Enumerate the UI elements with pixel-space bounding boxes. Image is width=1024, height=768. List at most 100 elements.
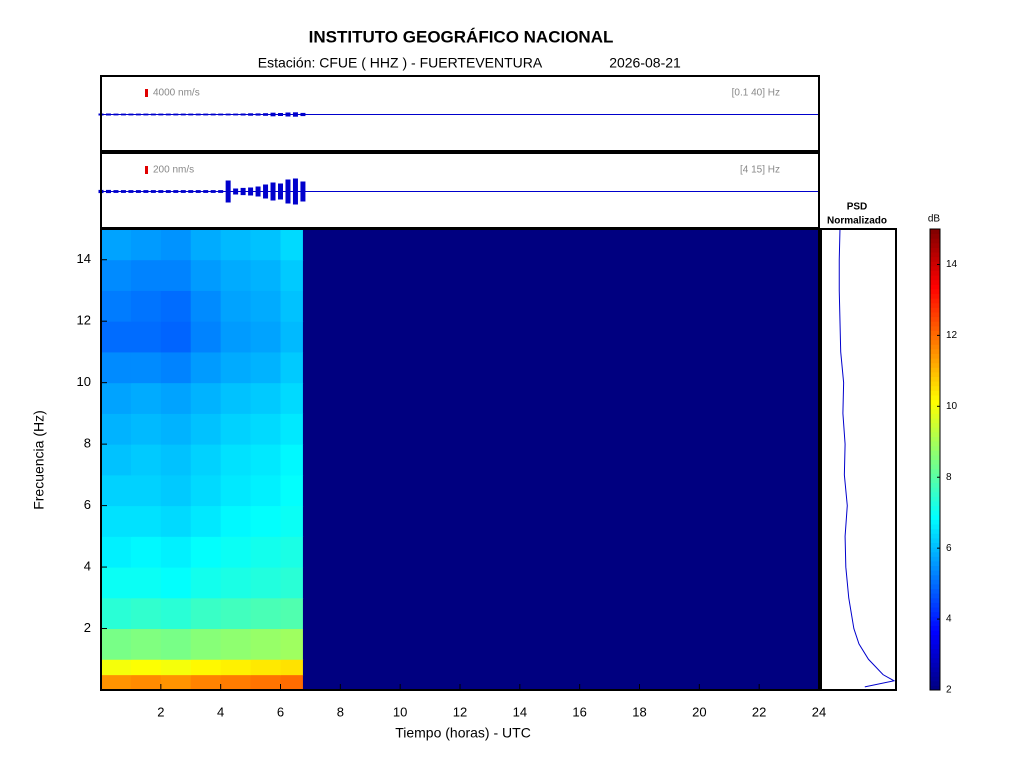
colorbar-step (930, 298, 940, 304)
colorbar-step (930, 413, 940, 419)
spectrogram-cell (160, 321, 192, 353)
x-tick-label: 18 (632, 704, 646, 719)
spectrogram-cell (190, 674, 222, 691)
spectrogram-cell (190, 321, 222, 353)
colorbar-step (930, 422, 940, 428)
psd-line (838, 228, 896, 688)
colorbar-step (930, 496, 940, 502)
colorbar-step (930, 431, 940, 437)
spectrogram-cell (220, 290, 252, 322)
spectrogram-cell (250, 474, 281, 507)
colorbar-step (930, 570, 940, 576)
spectrogram-cell (190, 229, 222, 261)
spectrogram-cell (190, 505, 222, 537)
colorbar-step (930, 547, 940, 553)
spectrogram-cell (250, 229, 281, 261)
band-label: [0.1 40] Hz (732, 88, 780, 99)
scale-bar (145, 166, 148, 174)
x-tick-label: 12 (453, 704, 467, 719)
psd-title: PSD (847, 202, 868, 213)
colorbar-step (930, 588, 940, 594)
y-tick-label: 4 (84, 559, 91, 574)
spectrogram-cell (160, 229, 192, 261)
colorbar-step (930, 339, 940, 345)
spectrogram-cell (250, 351, 281, 384)
colorbar-step (930, 574, 940, 580)
spectrogram-cell (280, 597, 304, 630)
colorbar-step (930, 454, 940, 460)
colorbar-step (930, 381, 940, 387)
spectrogram-cell (302, 536, 820, 568)
colorbar-step (930, 537, 940, 543)
colorbar-step (930, 459, 940, 465)
spectrogram-cell (280, 321, 304, 353)
colorbar-step (930, 482, 940, 488)
spectrogram-cell (130, 536, 162, 568)
colorbar-step (930, 279, 940, 285)
spectrogram-cell (101, 505, 132, 537)
spectrogram-cell (190, 536, 222, 568)
colorbar-step (930, 666, 940, 673)
spectrogram-cell (101, 259, 132, 291)
colorbar-step (930, 671, 940, 677)
spectrogram-cell (250, 567, 281, 599)
colorbar-step (930, 560, 940, 567)
spectrogram-cell (130, 229, 162, 261)
spectrogram-cell (101, 229, 132, 261)
spectrogram-cell (130, 444, 162, 476)
colorbar-step (930, 653, 940, 659)
spectrogram-cell (280, 413, 304, 445)
spectrogram-cell (250, 536, 281, 568)
x-tick-label: 8 (337, 704, 344, 719)
psd-frame (820, 228, 897, 691)
colorbar-step (930, 477, 940, 484)
spectrogram-cell (280, 229, 304, 261)
spectrogram-cell (160, 351, 192, 384)
colorbar-step (930, 634, 940, 640)
spectrogram-cell (302, 474, 820, 507)
colorbar-step (930, 358, 940, 364)
colorbar-step (930, 611, 940, 617)
spectrogram-cell (220, 321, 252, 353)
spectrogram-cell (160, 413, 192, 445)
spectrogram-cell (280, 674, 304, 691)
spectrogram-cell (101, 628, 132, 660)
colorbar-step (930, 468, 940, 474)
y-tick-label: 14 (77, 251, 91, 266)
colorbar-step (930, 321, 940, 327)
x-axis-label: Tiempo (horas) - UTC (395, 725, 531, 741)
spectrogram-cell (220, 474, 252, 507)
spectrogram-cell (280, 351, 304, 384)
colorbar-step (930, 648, 940, 654)
spectrogram-cell (101, 474, 132, 507)
date: 2026-08-21 (609, 55, 681, 71)
chart-title: INSTITUTO GEOGRÁFICO NACIONAL (309, 27, 614, 46)
spectrogram-cell (250, 674, 281, 691)
spectrogram-cell (160, 674, 192, 691)
colorbar-label: dB (928, 214, 941, 225)
spectrogram-cell (220, 413, 252, 445)
spectrogram-cell (130, 351, 162, 384)
colorbar-step (930, 602, 940, 608)
spectrogram-cell (250, 444, 281, 476)
colorbar-step (930, 514, 940, 520)
colorbar-tick-label: 4 (946, 614, 952, 625)
colorbar-step (930, 639, 940, 645)
colorbar-step (930, 662, 940, 668)
colorbar-step (930, 275, 940, 281)
spectrogram-cell (101, 444, 132, 476)
y-tick-label: 8 (84, 436, 91, 451)
spectrogram-cell (160, 567, 192, 599)
colorbar-step (930, 247, 940, 253)
spectrogram-cell (160, 290, 192, 322)
x-tick-label: 14 (513, 704, 527, 719)
spectrogram-cell (160, 597, 192, 630)
colorbar-tick-label: 10 (946, 401, 958, 412)
colorbar-step (930, 533, 940, 539)
spectrogram-cell (250, 659, 281, 676)
spectrogram-cell (280, 659, 304, 676)
spectrogram-cell (250, 597, 281, 630)
colorbar-step (930, 344, 940, 350)
colorbar-step (930, 404, 940, 410)
